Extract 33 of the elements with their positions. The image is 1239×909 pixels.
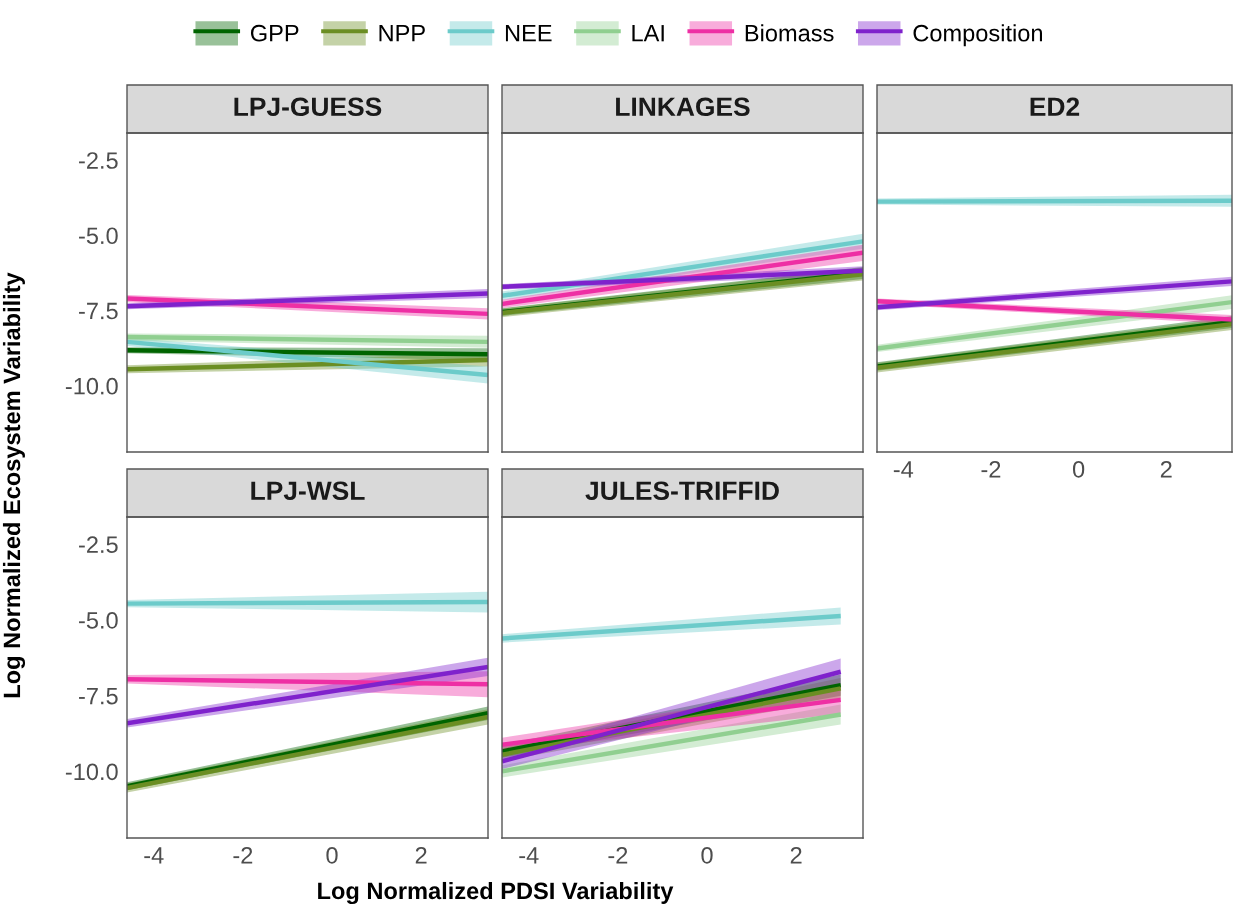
chart-title: JULES-TRIFFID: [585, 481, 779, 501]
legend-label: NEE: [505, 25, 552, 42]
legend-label: GPP: [250, 24, 299, 42]
y-tick-label: -2.5: [79, 152, 118, 169]
legend-label: Composition: [913, 24, 1042, 47]
chart-title: LINKAGES: [616, 97, 750, 117]
x-tick-label: 2: [790, 846, 802, 864]
chart-title: ED2: [1030, 97, 1080, 116]
y-tick-label: -5.0: [79, 227, 118, 245]
x-tick-label: -2: [233, 846, 253, 864]
x-tick-label: 2: [1160, 460, 1172, 478]
x-tick-label: -4: [519, 847, 539, 864]
x-tick-label: 2: [415, 846, 427, 864]
x-tick-label: 0: [701, 846, 713, 864]
y-tick-label: -5.0: [79, 612, 118, 629]
y-tick-label: -7.5: [79, 687, 118, 705]
y-axis-title: Log Normalized Ecosystem Variability: [2, 272, 26, 698]
chart-title: LPJ-GUESS: [234, 97, 382, 117]
x-axis-title: Log Normalized PDSI Variability: [318, 881, 674, 905]
x-tick-label: 0: [326, 846, 338, 864]
y-tick-label: -10.0: [65, 377, 118, 395]
x-tick-label: -2: [981, 460, 1001, 478]
y-tick-label: -7.5: [79, 302, 118, 320]
x-tick-label: 0: [1072, 460, 1085, 478]
x-tick-label: -2: [608, 846, 628, 864]
legend-label: Biomass: [745, 24, 834, 42]
x-tick-label: -4: [893, 461, 914, 478]
legend-label: LAI: [632, 25, 664, 42]
y-tick-label: -10.0: [65, 763, 118, 781]
y-tick-label: -2.5: [79, 536, 118, 554]
chart-title: LPJ-WSL: [251, 481, 365, 501]
legend-label: NPP: [379, 25, 425, 42]
x-tick-label: -4: [144, 847, 164, 864]
